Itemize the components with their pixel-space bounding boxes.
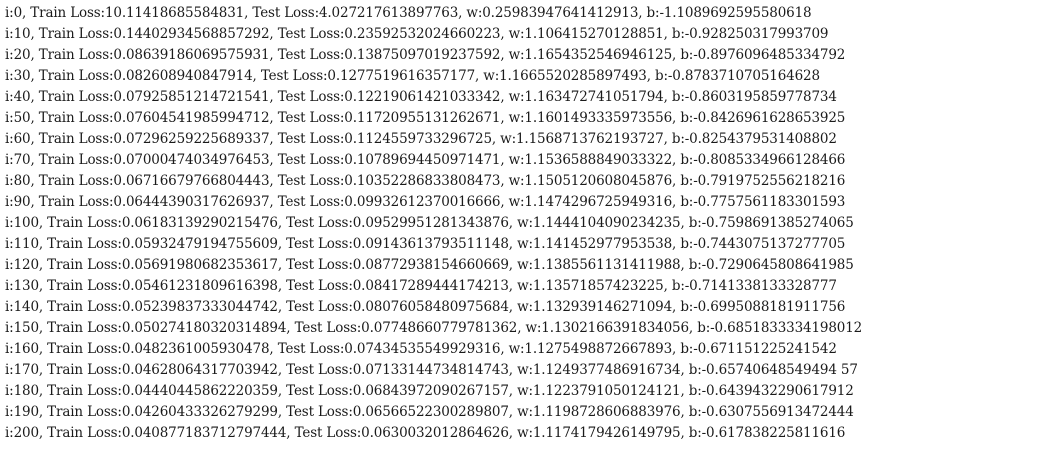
log-line: i:20, Train Loss:0.08639186069575931, Te…: [5, 47, 846, 63]
log-line: i:160, Train Loss:0.0482361005930478, Te…: [5, 341, 837, 357]
log-line: i:10, Train Loss:0.14402934568857292, Te…: [5, 26, 829, 42]
log-line: i:60, Train Loss:0.07296259225689337, Te…: [5, 131, 837, 147]
log-line: i:130, Train Loss:0.05461231809616398, T…: [5, 278, 837, 294]
log-line: i:120, Train Loss:0.05691980682353617, T…: [5, 257, 854, 273]
log-line: i:50, Train Loss:0.07604541985994712, Te…: [5, 110, 846, 126]
log-line: i:200, Train Loss:0.040877183712797444, …: [5, 425, 846, 441]
log-line: i:80, Train Loss:0.06716679766804443, Te…: [5, 173, 846, 189]
log-line: i:30, Train Loss:0.082608940847914, Test…: [5, 68, 820, 84]
log-line: i:110, Train Loss:0.05932479194755609, T…: [5, 236, 846, 252]
log-line: i:190, Train Loss:0.04260433326279299, T…: [5, 404, 854, 420]
log-line: i:150, Train Loss:0.050274180320314894, …: [5, 320, 863, 336]
log-line: i:100, Train Loss:0.06183139290215476, T…: [5, 215, 854, 231]
log-line: i:90, Train Loss:0.06444390317626937, Te…: [5, 194, 846, 210]
log-line: i:180, Train Loss:0.04440445862220359, T…: [5, 383, 854, 399]
log-line: i:40, Train Loss:0.07925851214721541, Te…: [5, 89, 837, 105]
log-line: i:170, Train Loss:0.04628064317703942, T…: [5, 362, 858, 378]
log-line: i:0, Train Loss:10.11418685584831, Test …: [5, 5, 812, 21]
log-line: i:70, Train Loss:0.07000474034976453, Te…: [5, 152, 846, 168]
log-line: i:140, Train Loss:0.05239837333044742, T…: [5, 299, 846, 315]
